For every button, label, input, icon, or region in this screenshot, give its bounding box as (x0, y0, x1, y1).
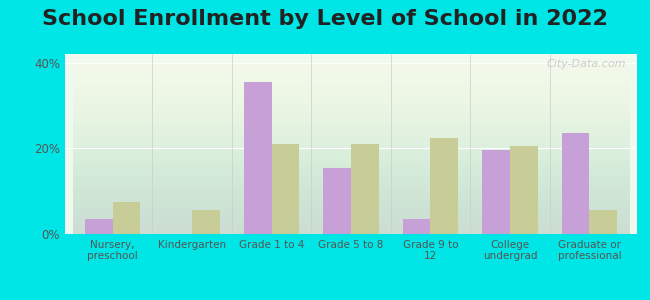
Text: City-Data.com: City-Data.com (546, 59, 625, 69)
Bar (430, 138, 458, 234)
Bar (402, 219, 430, 234)
Bar (323, 168, 351, 234)
Bar (590, 210, 617, 234)
Bar (192, 210, 220, 234)
Bar (562, 133, 590, 234)
Bar (244, 82, 272, 234)
Text: School Enrollment by Level of School in 2022: School Enrollment by Level of School in … (42, 9, 608, 29)
Bar (85, 219, 112, 234)
Bar (351, 144, 379, 234)
Bar (272, 144, 300, 234)
Bar (510, 146, 538, 234)
Bar (482, 150, 510, 234)
Bar (112, 202, 140, 234)
